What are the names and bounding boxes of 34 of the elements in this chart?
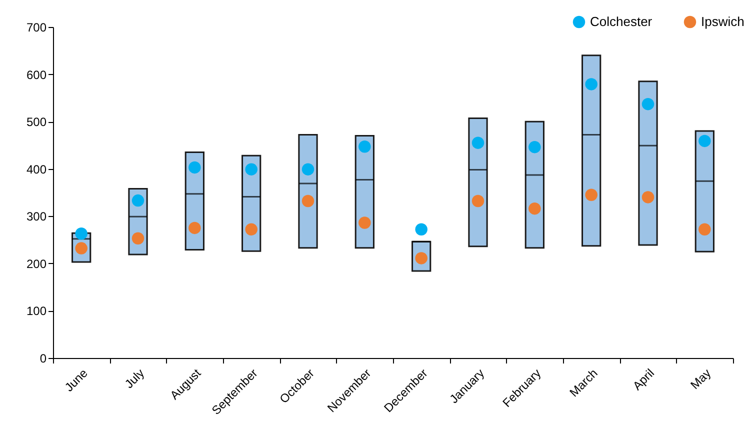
point [415, 223, 428, 236]
point [472, 136, 484, 149]
y-tick-label: 0 [40, 352, 47, 366]
y-tick-label: 400 [26, 162, 47, 176]
point [188, 161, 201, 174]
point [585, 78, 598, 90]
point [698, 223, 711, 236]
point [188, 222, 201, 234]
point [585, 188, 598, 201]
y-tick-label: 100 [26, 304, 47, 318]
point [528, 202, 541, 215]
legend-label: Ipswich [701, 14, 744, 29]
point [132, 194, 144, 207]
y-tick-label: 300 [26, 210, 47, 224]
point [358, 216, 371, 229]
point [528, 140, 541, 154]
point [302, 194, 314, 208]
legend-label: Colchester [590, 14, 653, 29]
x-tick-label: July [122, 366, 147, 392]
point [642, 98, 654, 110]
point [245, 163, 258, 176]
point [75, 228, 88, 240]
point [245, 223, 258, 236]
y-tick-label: 200 [26, 256, 47, 271]
point [698, 134, 711, 148]
y-tick-label: 600 [26, 68, 47, 82]
point [302, 163, 314, 176]
point [642, 191, 654, 204]
y-tick-label: 700 [26, 20, 47, 34]
y-tick-label: 500 [26, 115, 47, 130]
x-tick-label: May [688, 366, 714, 392]
point [358, 140, 371, 153]
point [132, 232, 144, 244]
point [472, 194, 484, 208]
